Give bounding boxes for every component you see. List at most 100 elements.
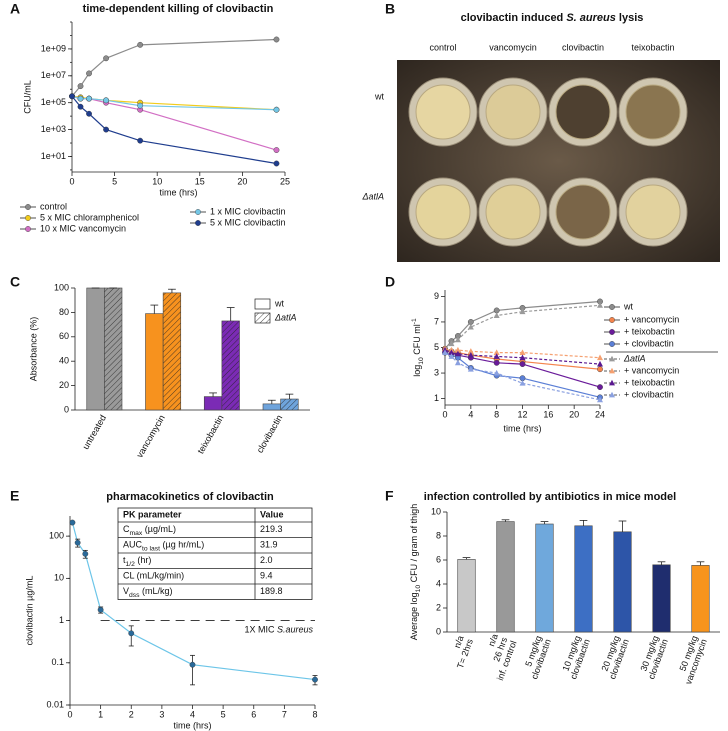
table-value: 189.8 bbox=[260, 586, 283, 596]
marker bbox=[454, 350, 461, 357]
text-part: (µg/mL) bbox=[142, 524, 176, 534]
legend-label: + clovibactin bbox=[624, 338, 674, 348]
marker bbox=[273, 106, 280, 113]
x-tick-label: 12 bbox=[517, 409, 527, 419]
chart-title: time-dependent killing of clovibactin bbox=[83, 3, 274, 15]
x-tick-label: 4 bbox=[468, 409, 473, 419]
marker bbox=[597, 360, 603, 367]
marker bbox=[493, 369, 500, 376]
y-tick-label: 20 bbox=[59, 380, 69, 390]
bar bbox=[574, 525, 593, 633]
marker bbox=[609, 379, 615, 386]
bar bbox=[691, 565, 710, 633]
text-part: t bbox=[123, 555, 126, 565]
table-value: 2.0 bbox=[260, 555, 273, 565]
legend-label: 1 x MIC clovibactin bbox=[210, 206, 286, 216]
text-part: (hr) bbox=[135, 555, 152, 565]
y-tick-label: 0.01 bbox=[46, 699, 64, 709]
marker bbox=[103, 55, 109, 62]
marker bbox=[597, 366, 603, 373]
legend-label: wt bbox=[274, 298, 284, 308]
y-tick-label: 3 bbox=[434, 367, 439, 377]
text-part: (µg hr/mL) bbox=[160, 540, 204, 550]
x-tick-label: 0 bbox=[69, 176, 74, 186]
bar bbox=[496, 521, 515, 633]
legend-label: 10 x MIC vancomycin bbox=[40, 223, 126, 233]
x-tick-label: 5 bbox=[221, 709, 226, 719]
bar bbox=[457, 559, 476, 633]
x-tick-label: 15 bbox=[195, 176, 205, 186]
category-label: vancomycin bbox=[134, 413, 166, 459]
text-part: lysis bbox=[616, 12, 644, 24]
text-part: Average log bbox=[409, 592, 419, 640]
legend-label: + vancomycin bbox=[624, 365, 679, 375]
chart-title: pharmacokinetics of clovibactin bbox=[106, 491, 274, 503]
table-header: PK parameter bbox=[123, 509, 182, 519]
well bbox=[415, 184, 471, 240]
legend-label: 5 x MIC clovibactin bbox=[210, 217, 286, 227]
marker bbox=[519, 380, 526, 386]
marker bbox=[86, 70, 92, 77]
bar bbox=[203, 396, 223, 411]
reference-label: 1X MIC S.aureus bbox=[244, 625, 313, 635]
x-tick-label: 20 bbox=[569, 409, 579, 419]
category-label: 10 mg/kgclovibactin bbox=[559, 634, 592, 680]
marker bbox=[273, 36, 280, 43]
well bbox=[625, 84, 681, 140]
marker bbox=[448, 349, 455, 356]
y-tick-label: 1 bbox=[59, 615, 64, 625]
bar bbox=[104, 287, 123, 411]
panel-letter: C bbox=[10, 274, 20, 290]
marker bbox=[609, 329, 615, 335]
category-label: 20 mg/kgclovibactin bbox=[598, 634, 631, 680]
image-title: clovibactin induced S. aureus lysis bbox=[461, 12, 644, 24]
x-axis-label: time (hrs) bbox=[504, 423, 542, 433]
legend-label: 5 x MIC chloramphenicol bbox=[40, 212, 139, 222]
row-label: ΔatlA bbox=[361, 191, 384, 201]
marker bbox=[69, 519, 76, 526]
y-tick-label: 1e+01 bbox=[41, 151, 66, 161]
marker bbox=[195, 209, 201, 215]
column-label: teixobactin bbox=[631, 42, 674, 52]
y-tick-label: 10 bbox=[431, 506, 441, 516]
y-tick-label: 9 bbox=[434, 291, 439, 301]
marker bbox=[74, 539, 81, 546]
column-label: control bbox=[429, 42, 456, 52]
panel-letter: F bbox=[385, 488, 394, 504]
x-tick-label: 7 bbox=[282, 709, 287, 719]
marker bbox=[493, 359, 500, 366]
y-tick-label: 2 bbox=[436, 602, 441, 612]
y-tick-label: 1e+07 bbox=[41, 70, 66, 80]
well bbox=[555, 184, 611, 240]
marker bbox=[273, 147, 280, 153]
table-value: 31.9 bbox=[260, 540, 278, 550]
marker bbox=[312, 676, 318, 683]
category-label: clovibactin bbox=[255, 413, 285, 454]
y-tick-label: 100 bbox=[54, 282, 69, 292]
y-tick-label: 0.1 bbox=[51, 657, 64, 667]
category-label: n/a26 hrsinf. control bbox=[477, 632, 519, 682]
text-part: V bbox=[123, 586, 129, 596]
marker bbox=[597, 396, 603, 403]
legend-label: ΔatlA bbox=[274, 312, 297, 322]
marker bbox=[467, 319, 474, 325]
text-part: (mL/kg) bbox=[140, 586, 173, 596]
legend-swatch bbox=[254, 312, 271, 324]
x-tick-label: 4 bbox=[190, 709, 195, 719]
marker bbox=[519, 308, 526, 315]
panel-letter: D bbox=[385, 274, 395, 290]
y-tick-label: 40 bbox=[59, 356, 69, 366]
bar bbox=[613, 531, 632, 633]
marker bbox=[137, 137, 144, 144]
marker bbox=[77, 95, 84, 102]
marker bbox=[77, 83, 84, 90]
y-tick-label: 8 bbox=[436, 530, 441, 540]
x-tick-label: 0 bbox=[442, 409, 447, 419]
bar bbox=[652, 564, 671, 633]
category-label: n/aT= 2hrs bbox=[446, 634, 475, 670]
y-tick-label: 7 bbox=[434, 316, 439, 326]
table-parameter: AUCto last (µg hr/mL) bbox=[123, 540, 204, 552]
x-tick-label: 20 bbox=[237, 176, 247, 186]
text-part: CL (mL/kg/min) bbox=[123, 571, 184, 581]
category-label: 50 mg/kgvancomycin bbox=[674, 634, 709, 685]
